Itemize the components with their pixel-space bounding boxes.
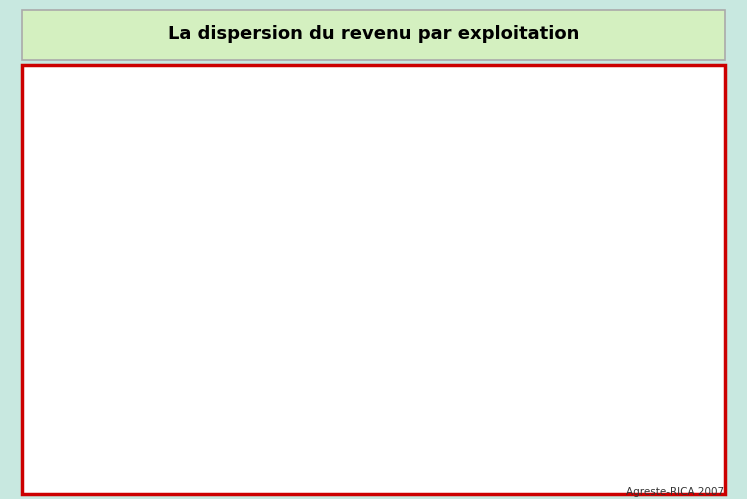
Text: Bovins lait: Bovins lait <box>182 248 247 261</box>
Bar <box>403 156 553 174</box>
Text: Ovins, autres herbivores: Ovins, autres herbivores <box>94 398 247 411</box>
FancyBboxPatch shape <box>22 10 725 60</box>
Text: Ensemble: Ensemble <box>172 218 247 232</box>
Bar <box>254 425 353 443</box>
Bar <box>323 395 364 413</box>
Bar <box>364 395 418 413</box>
Text: Autre viticulture: Autre viticulture <box>146 428 247 441</box>
Bar <box>403 246 488 263</box>
Bar <box>403 126 528 144</box>
Bar <box>353 425 503 443</box>
Bar <box>353 96 418 114</box>
Bar <box>388 275 478 293</box>
Text: Maraîchage, horticulture: Maraîchage, horticulture <box>93 308 247 321</box>
Bar <box>418 186 642 204</box>
Text: Porcins, volailles: Porcins, volailles <box>143 368 247 381</box>
Bar <box>314 305 383 323</box>
Bar <box>418 216 518 234</box>
Text: Fruits: Fruits <box>202 277 247 291</box>
Bar <box>344 335 388 353</box>
Text: La dispersion du revenu par exploitation: La dispersion du revenu par exploitation <box>168 25 579 43</box>
Text: Polyculture, polyélevage: Polyculture, polyélevage <box>93 158 247 171</box>
Bar <box>379 365 463 383</box>
Bar <box>353 216 518 234</box>
Bar <box>383 305 503 323</box>
Text: Millier d’euros: Millier d’euros <box>595 423 697 436</box>
Bar <box>294 186 418 204</box>
Bar <box>314 275 388 293</box>
FancyBboxPatch shape <box>22 65 725 494</box>
Bar <box>388 335 428 353</box>
Bar <box>323 365 379 383</box>
Bar <box>418 96 667 114</box>
Text: Bovins lait, élevage et viande: Bovins lait, élevage et viande <box>61 128 247 141</box>
Text: Bovins viande: Bovins viande <box>159 338 247 351</box>
Text: Grandes cultures: Grandes cultures <box>140 98 247 111</box>
Bar <box>353 216 418 234</box>
Text: Agreste-RICA 2007: Agreste-RICA 2007 <box>627 487 725 497</box>
Bar <box>344 126 403 144</box>
Bar <box>344 156 403 174</box>
Bar <box>364 246 403 263</box>
Text: Vins d’appellation d’origine: Vins d’appellation d’origine <box>75 188 247 201</box>
